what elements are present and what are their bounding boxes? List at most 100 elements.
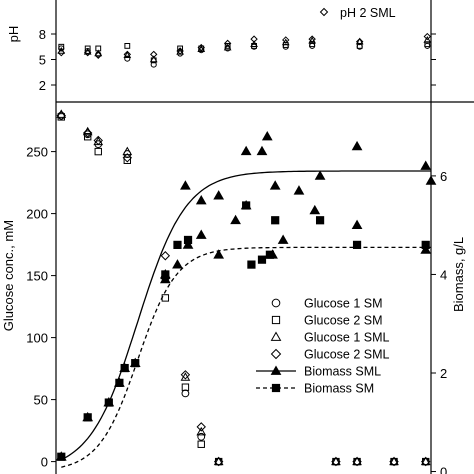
data-point: [213, 190, 225, 200]
data-point: [120, 363, 129, 373]
glucose-tick-label: 100: [26, 331, 48, 346]
glucose-tick-label: 250: [26, 145, 48, 160]
legend-label: Glucose 2 SM: [304, 314, 383, 328]
ph-point: [83, 48, 92, 57]
data-point: [309, 204, 321, 215]
ph-legend-label: pH 2 SML: [340, 6, 396, 20]
data-point: [197, 432, 206, 441]
legend-marker: [270, 348, 282, 360]
data-point: [181, 383, 190, 391]
ph-point: [150, 50, 158, 59]
data-point: [421, 240, 430, 249]
data-point: [131, 359, 140, 368]
ph-tick-label: 8: [39, 27, 46, 42]
data-point: [331, 456, 341, 466]
data-point: [93, 135, 103, 146]
biomass-tick-label: 4: [440, 267, 447, 282]
data-point: [83, 133, 92, 141]
data-point: [159, 273, 171, 284]
data-point: [122, 146, 133, 156]
data-point: [421, 456, 431, 467]
data-point: [94, 147, 102, 156]
ph-tick-label: 5: [39, 53, 46, 68]
biomass-axis-label: Biomass, g/L: [451, 237, 466, 312]
data-point: [172, 259, 183, 269]
data-point: [293, 185, 305, 195]
data-point: [256, 145, 268, 156]
data-point: [242, 201, 251, 210]
ph-point: [224, 43, 231, 49]
legend-label: Glucose 1 SML: [304, 331, 390, 345]
data-point: [247, 260, 256, 269]
ph-point: [223, 43, 232, 51]
legend-marker: [271, 383, 281, 393]
data-point: [180, 180, 191, 190]
data-point: [195, 195, 207, 205]
ph-point: [282, 43, 289, 50]
legend-label: Biomass SM: [304, 382, 374, 396]
data-point: [173, 240, 182, 249]
data-point: [352, 456, 362, 466]
data-point: [57, 452, 66, 461]
data-point: [352, 240, 362, 249]
data-point: [161, 294, 170, 302]
biomass-tick-label: 0: [440, 465, 447, 474]
ph-point: [355, 37, 364, 46]
ph-point: [309, 42, 316, 49]
data-point: [389, 456, 399, 467]
data-point: [122, 153, 133, 163]
ph-point: [250, 40, 258, 47]
data-point: [230, 214, 241, 225]
data-point: [351, 219, 363, 230]
ph-tick-label: 2: [39, 78, 46, 93]
glucose-tick-label: 150: [26, 269, 48, 284]
data-point: [183, 235, 193, 245]
glucose-tick-label: 200: [26, 207, 48, 222]
glucose-axis-label: Glucose conc., mM: [1, 220, 16, 331]
glucose-tick-label: 0: [41, 455, 48, 470]
legend-label: Glucose 2 SML: [304, 348, 390, 362]
data-point: [82, 128, 93, 138]
ph-point: [58, 45, 65, 52]
data-point: [314, 170, 326, 180]
ph-point: [149, 55, 158, 63]
data-point: [181, 389, 190, 398]
data-point: [104, 398, 113, 407]
ph-point: [197, 43, 205, 52]
data-point: [420, 244, 432, 254]
data-point: [213, 249, 225, 259]
data-point: [351, 140, 363, 151]
ph-point: [124, 55, 131, 62]
data-point: [182, 239, 194, 249]
data-point: [180, 370, 191, 380]
ph-point: [308, 35, 316, 43]
data-point: [271, 216, 280, 225]
data-point: [161, 270, 170, 279]
ph-point: [123, 50, 132, 59]
ph-point: [176, 47, 184, 55]
data-point: [160, 251, 171, 261]
ph-point: [84, 45, 91, 52]
data-point: [420, 456, 431, 466]
data-point: [389, 456, 399, 466]
glucose-biomass-panel: 0 50 100 150 200 250 0 2 4 6 Glucose 1 SM Glucose 2…: [26, 109, 447, 474]
ph-legend-marker: [319, 7, 329, 17]
data-point: [261, 130, 273, 141]
ph-axis-label: pH: [6, 26, 21, 43]
ph-point: [423, 32, 432, 41]
data-point: [277, 234, 289, 244]
data-point: [420, 160, 432, 170]
data-point: [196, 426, 207, 436]
biomass-sm-fit: [61, 246, 431, 468]
data-point: [115, 378, 124, 387]
ph-point: [124, 43, 131, 49]
data-point: [257, 255, 267, 264]
legend-label: Glucose 1 SM: [304, 297, 383, 311]
ph-point: [423, 35, 432, 43]
data-point: [240, 145, 252, 156]
data-point: [197, 440, 205, 448]
data-point: [83, 413, 92, 422]
legend-marker: [271, 298, 281, 308]
glucose-tick-label: 50: [34, 393, 48, 408]
ph-point: [424, 42, 431, 49]
